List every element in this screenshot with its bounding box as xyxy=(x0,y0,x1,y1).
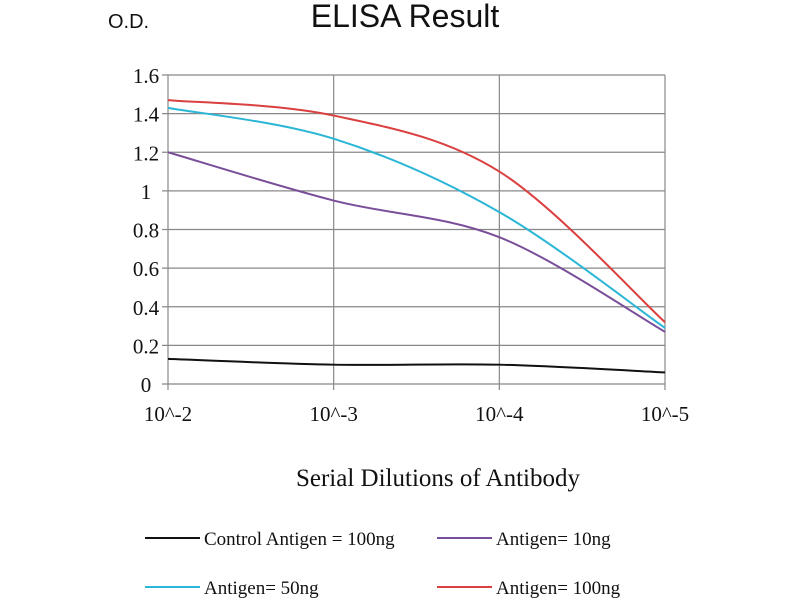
legend-label: Antigen= 10ng xyxy=(496,529,611,550)
series-line xyxy=(167,151,666,333)
x-tick-label: 10^-5 xyxy=(641,402,689,426)
x-tick-label: 10^-4 xyxy=(475,402,524,426)
series-line xyxy=(167,357,666,374)
y-tick-label: 1.4 xyxy=(133,103,160,127)
series-line xyxy=(167,99,666,323)
legend-label: Control Antigen = 100ng xyxy=(204,529,395,550)
y-tick-label: 0.8 xyxy=(133,219,159,243)
y-tick-label: 0.6 xyxy=(133,257,159,281)
y-tick-label: 0.2 xyxy=(133,334,159,358)
chart-title: ELISA Result xyxy=(311,0,500,34)
y-axis-label: O.D. xyxy=(108,11,149,33)
y-tick-label: 1 xyxy=(141,180,152,204)
y-tick-label: 1.6 xyxy=(133,64,159,88)
x-tick-label: 10^-3 xyxy=(309,402,357,426)
y-tick-label: 0 xyxy=(141,373,152,397)
x-axis-label: Serial Dilutions of Antibody xyxy=(296,465,581,492)
legend-label: Antigen= 50ng xyxy=(204,578,319,599)
y-tick-label: 1.2 xyxy=(133,141,159,165)
legend-label: Antigen= 100ng xyxy=(496,578,621,599)
y-tick-label: 0.4 xyxy=(133,296,160,320)
x-tick-label: 10^-2 xyxy=(144,402,192,426)
series-line xyxy=(167,106,666,329)
